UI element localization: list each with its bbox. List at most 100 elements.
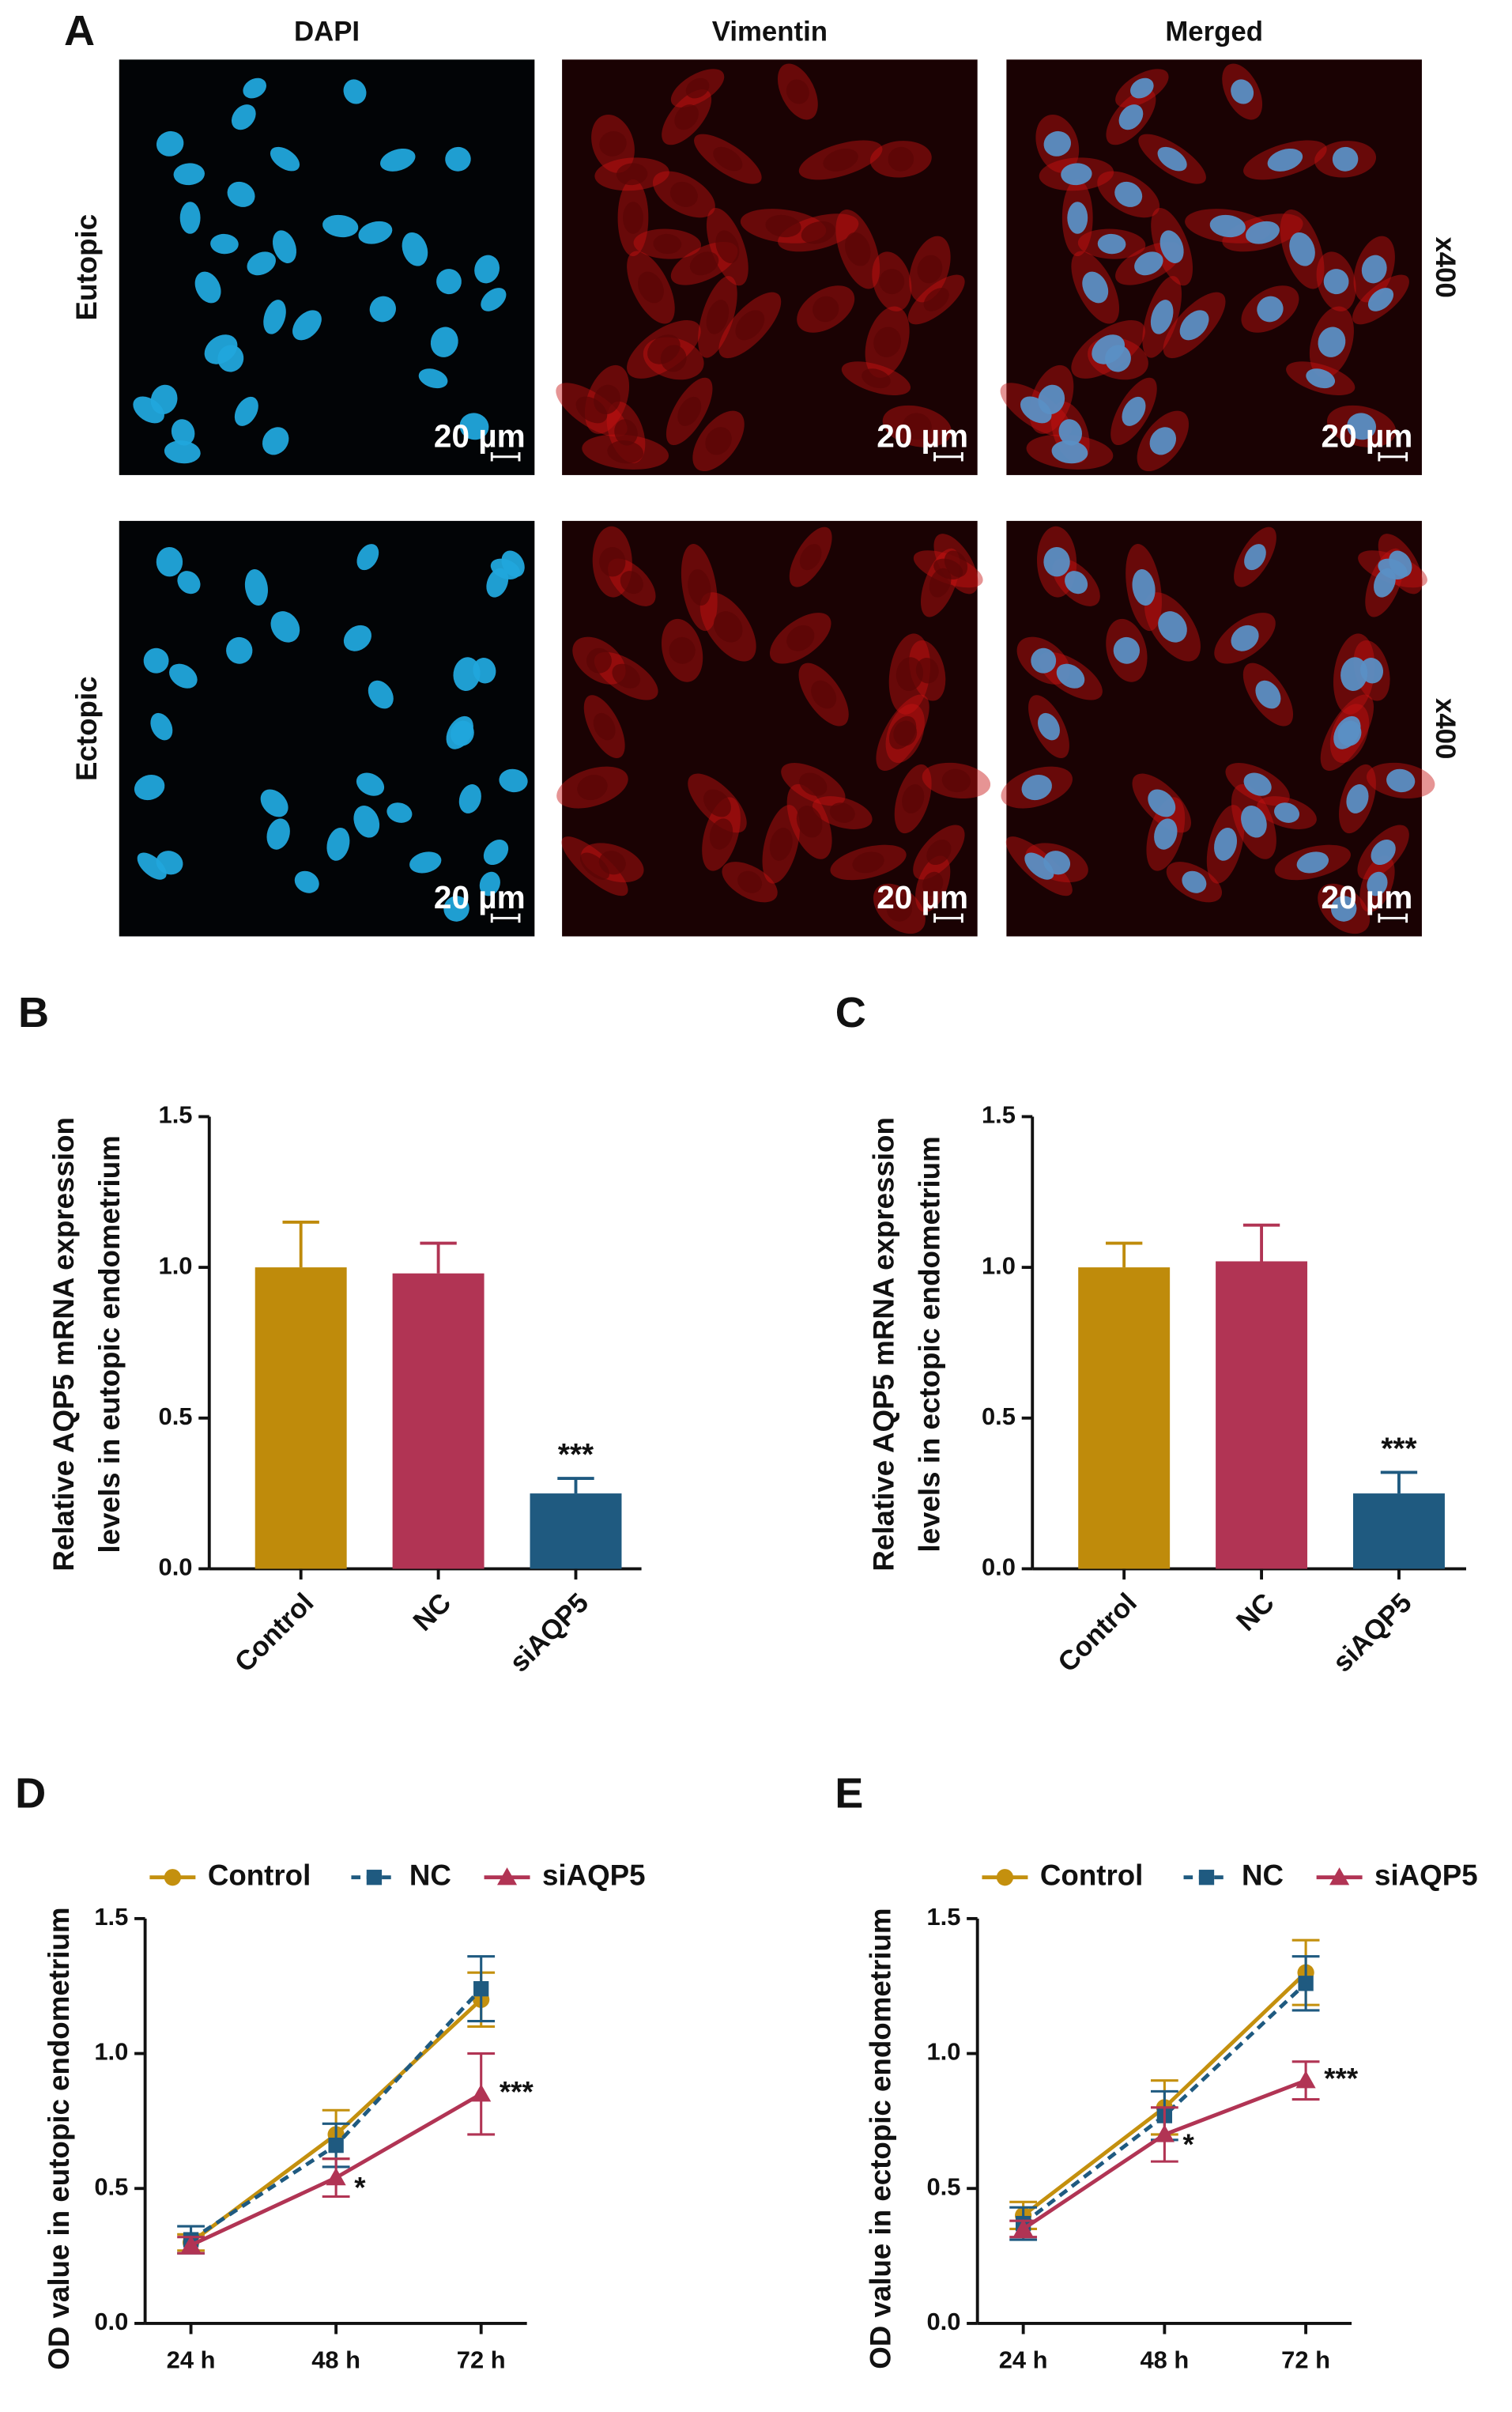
nucleus <box>1056 663 1085 689</box>
nucleus <box>811 680 837 709</box>
x-tick-label: Control <box>1053 1587 1143 1678</box>
nucleus <box>322 214 359 238</box>
error-bar <box>1105 1241 1143 1268</box>
legend-marker <box>496 1867 518 1885</box>
micrograph: 20 µm <box>119 520 535 937</box>
nucleus <box>1067 202 1088 234</box>
y-tick-label: 1.5 <box>982 1101 1016 1129</box>
nucleus <box>418 368 448 389</box>
nucleus <box>685 77 710 99</box>
legend-marker <box>1329 1867 1350 1885</box>
data-point <box>181 2235 202 2253</box>
nucleus <box>1361 255 1387 284</box>
nucleus <box>941 768 971 793</box>
nucleus <box>156 546 183 577</box>
y-tick-label: 1.5 <box>926 1903 960 1931</box>
bar <box>1353 1493 1445 1569</box>
error-bar <box>420 1241 457 1274</box>
y-axis-label: OD value in eutopic endometrium <box>43 1907 75 2369</box>
nucleus <box>689 251 719 276</box>
x-tick-label: Control <box>229 1587 319 1678</box>
nucleus <box>1367 288 1394 311</box>
legend-label: siAQP5 <box>1374 1859 1478 1891</box>
scale-bar <box>1378 451 1408 462</box>
y-tick-label: 1.5 <box>159 1101 193 1129</box>
data-point <box>473 1980 489 1997</box>
nucleus <box>1333 715 1361 749</box>
nucleus <box>353 806 380 838</box>
nucleus <box>888 146 914 172</box>
y-tick-label: 0.5 <box>982 1402 1016 1430</box>
nucleus <box>688 569 711 606</box>
panel-label: E <box>835 1770 863 1817</box>
data-point <box>471 2084 492 2102</box>
scale-bar-label: 20 µm <box>1322 417 1413 454</box>
nucleus <box>593 712 616 741</box>
y-tick-label: 0.5 <box>94 2172 128 2200</box>
legend-label: NC <box>1242 1859 1284 1891</box>
nucleus <box>459 413 489 440</box>
nucleus <box>1148 789 1176 817</box>
nucleus <box>1021 775 1052 801</box>
nucleus <box>262 427 289 455</box>
nucleus <box>1182 870 1207 893</box>
nucleus <box>436 269 462 295</box>
nucleus <box>612 663 640 689</box>
nucleus <box>1257 296 1284 323</box>
nucleus <box>1150 300 1174 334</box>
nucleus <box>888 715 917 749</box>
nucleus <box>458 784 481 813</box>
data-point <box>1298 1976 1314 1991</box>
data-point <box>1295 2070 1316 2089</box>
nucleus <box>1267 148 1303 172</box>
bar <box>1078 1267 1171 1569</box>
image-background <box>119 59 535 475</box>
nucleus <box>586 647 612 674</box>
data-point <box>326 2168 346 2186</box>
y-tick-label: 1.0 <box>926 2038 960 2066</box>
nucleus <box>177 571 201 595</box>
nucleus <box>1157 146 1187 172</box>
nucleus <box>660 345 687 372</box>
nucleus <box>1296 851 1329 874</box>
nucleus <box>443 896 469 922</box>
nucleus <box>243 77 267 99</box>
nucleus <box>614 419 638 446</box>
nucleus <box>703 789 731 817</box>
nucleus <box>1038 384 1065 415</box>
nucleus <box>1374 568 1396 598</box>
nucleus <box>194 271 221 304</box>
bar <box>255 1267 347 1569</box>
nucleus <box>879 269 905 295</box>
magnification: x400 <box>1430 698 1460 759</box>
nucleus <box>150 384 178 415</box>
nucleus <box>902 784 925 813</box>
nucleus <box>479 871 500 896</box>
y-tick-label: 1.0 <box>982 1251 1016 1279</box>
nucleus <box>1306 368 1336 389</box>
nucleus <box>1031 647 1057 674</box>
nucleus <box>1134 251 1163 276</box>
nucleus <box>823 148 858 172</box>
bar <box>392 1273 485 1569</box>
nucleus <box>244 569 268 606</box>
significance-label: *** <box>500 2075 534 2108</box>
nucleus <box>594 384 620 415</box>
column-header: DAPI <box>294 17 360 47</box>
nucleus <box>1347 413 1377 440</box>
nucleus <box>1231 625 1259 651</box>
nucleus <box>386 802 413 823</box>
nucleus <box>1332 146 1359 172</box>
nucleus <box>134 775 165 801</box>
nucleus <box>1179 310 1209 341</box>
significance-label: * <box>1183 2128 1195 2161</box>
nucleus <box>706 300 730 334</box>
nucleus <box>873 327 902 357</box>
y-axis-label: levels in eutopic endometrium <box>93 1135 126 1553</box>
nucleus <box>713 611 743 643</box>
significance-label: *** <box>558 1438 594 1472</box>
nucleus <box>445 146 471 172</box>
nucleus <box>226 636 253 664</box>
nucleus <box>715 230 740 263</box>
nucleus <box>358 221 393 244</box>
